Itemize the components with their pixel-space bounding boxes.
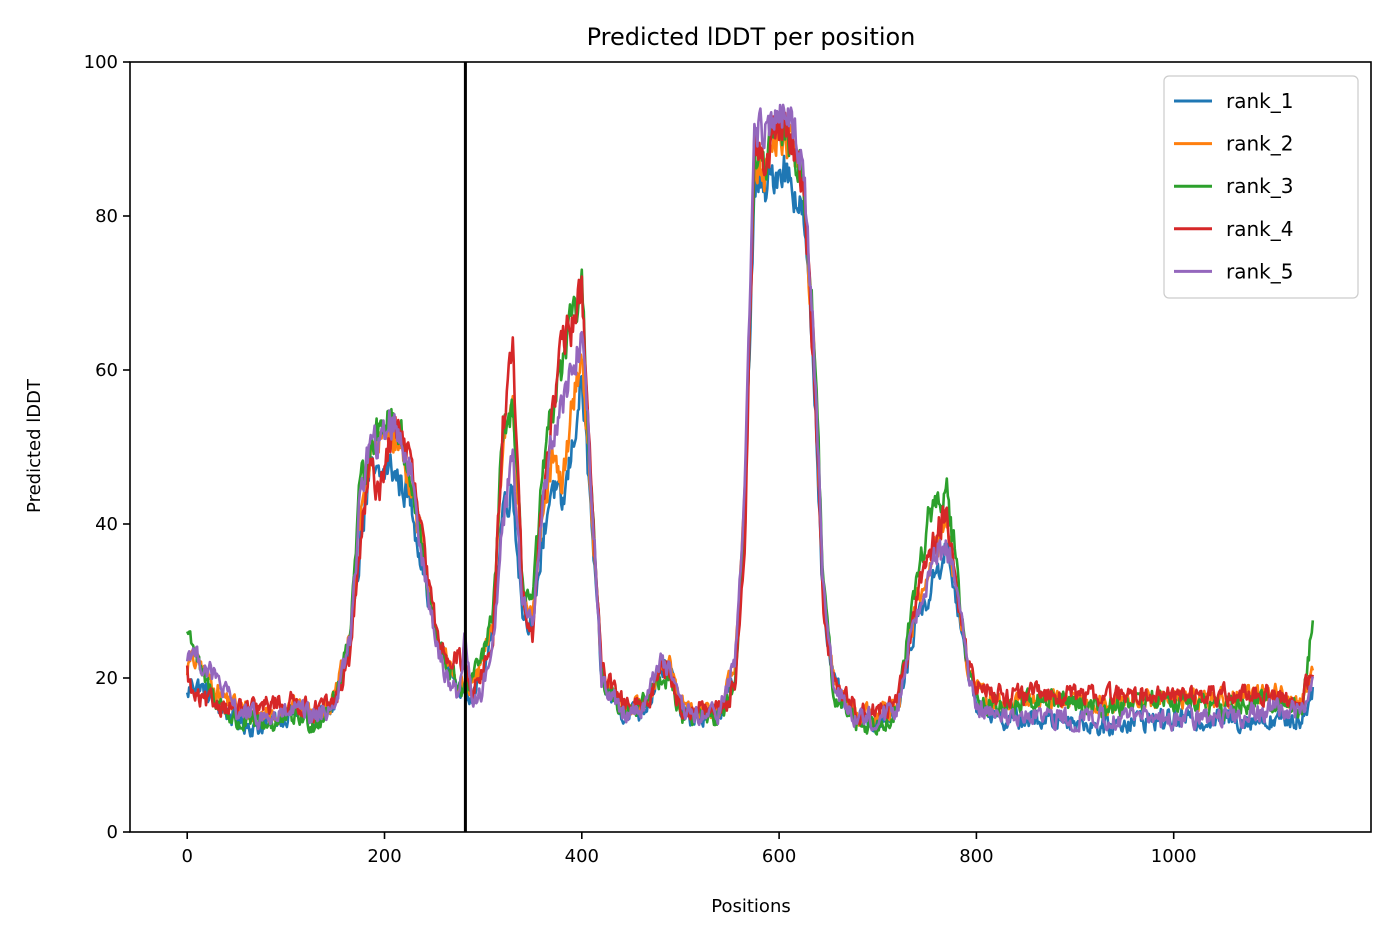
y-tick-label: 0 <box>107 822 118 843</box>
legend-box <box>1163 75 1359 299</box>
y-tick-label: 60 <box>95 360 118 381</box>
y-tick-label: 80 <box>95 206 118 227</box>
chart-title: Predicted lDDT per position <box>587 23 916 51</box>
x-tick-label: 800 <box>959 846 993 867</box>
legend-label-rank_2: rank_2 <box>1226 132 1293 156</box>
x-tick-label: 1000 <box>1151 846 1197 867</box>
y-tick-label: 100 <box>84 52 118 73</box>
x-tick-label: 400 <box>565 846 599 867</box>
legend-label-rank_4: rank_4 <box>1226 217 1293 241</box>
y-axis-label: Predicted lDDT <box>24 378 45 513</box>
legend-label-rank_3: rank_3 <box>1226 174 1293 198</box>
plot-area <box>185 62 1315 832</box>
axes: 0 200 400 600 800 1000 0 20 40 60 80 100 <box>84 52 1372 867</box>
x-axis-label: Positions <box>711 896 790 917</box>
legend: rank_1 rank_2 rank_3 rank_4 rank_5 <box>1163 75 1359 299</box>
x-tick-label: 0 <box>181 846 192 867</box>
y-tick-label: 40 <box>95 514 118 535</box>
plot-frame <box>129 61 1372 833</box>
x-tick-label: 600 <box>762 846 796 867</box>
series-line-rank_5 <box>185 103 1315 733</box>
x-tick-label: 200 <box>367 846 401 867</box>
y-tick-label: 20 <box>95 668 118 689</box>
legend-label-rank_5: rank_5 <box>1226 259 1293 283</box>
legend-label-rank_1: rank_1 <box>1226 89 1293 113</box>
